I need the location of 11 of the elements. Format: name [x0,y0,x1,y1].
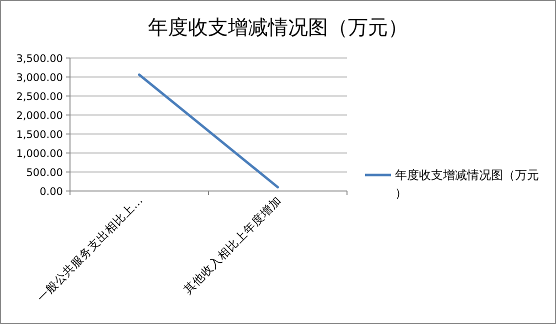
y-tick-label: 2,000.00 [16,110,63,122]
y-tick-label: 3,000.00 [16,72,63,84]
y-tick-label: 3,500.00 [16,53,63,65]
y-tick-label: 0.00 [40,186,63,198]
x-tick-label: 其他收入相比上年度增加 [180,193,284,296]
y-tick-label: 1,500.00 [16,129,63,141]
y-tick-label: 2,500.00 [16,91,63,103]
legend-label: 年度收支增减情况图（万元） [395,168,539,200]
y-tick-label: 1,000.00 [16,148,63,160]
chart-title: 年度收支增减情况图（万元） [148,15,408,39]
y-tick-label: 500.00 [26,167,63,179]
